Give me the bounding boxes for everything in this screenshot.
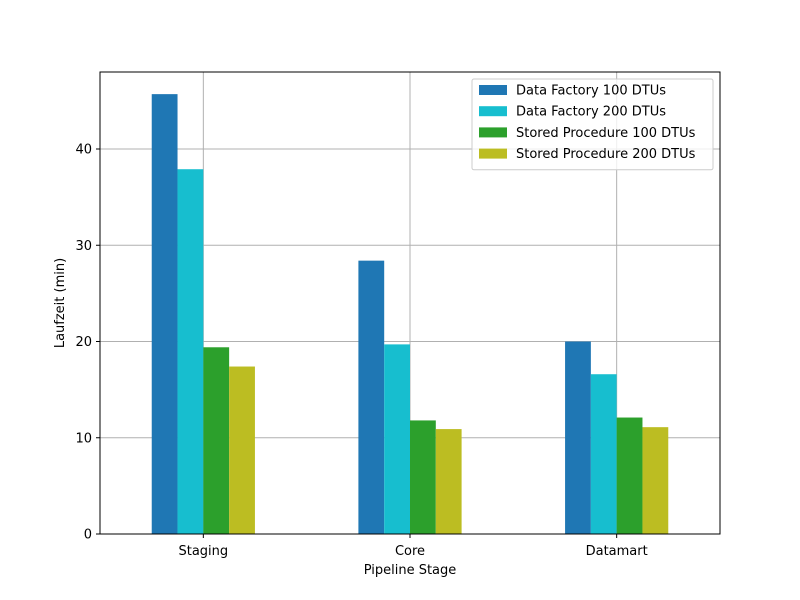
x-axis: Staging Core Datamart xyxy=(178,534,648,559)
y-tick-label: 0 xyxy=(84,528,92,543)
bar xyxy=(410,420,436,534)
legend-swatch xyxy=(479,106,507,117)
bar xyxy=(616,417,643,534)
legend-swatch xyxy=(479,85,507,95)
x-axis-label: Pipeline Stage xyxy=(364,563,457,578)
legend-label: Data Factory 200 DTUs xyxy=(516,105,666,120)
y-tick-label: 10 xyxy=(75,431,92,446)
bar xyxy=(565,341,591,534)
legend: Data Factory 100 DTUs Data Factory 200 DT… xyxy=(471,78,714,171)
legend-swatch xyxy=(479,148,507,159)
bar xyxy=(435,429,462,534)
x-tick-label: Staging xyxy=(178,544,228,559)
bar xyxy=(384,344,410,534)
bar xyxy=(151,94,178,534)
y-tick-label: 40 xyxy=(75,143,92,158)
legend-label: Stored Procedure 100 DTUs xyxy=(516,126,696,141)
legend-box xyxy=(471,78,714,171)
bar xyxy=(590,374,617,534)
y-axis-label: Laufzeit (min) xyxy=(53,258,68,348)
bar xyxy=(203,347,230,534)
legend-label: Data Factory 100 DTUs xyxy=(516,84,666,99)
bar xyxy=(358,260,385,534)
y-tick-label: 20 xyxy=(75,335,92,350)
y-axis: 0 10 20 30 40 xyxy=(75,143,100,543)
x-tick-label: Datamart xyxy=(586,544,648,559)
legend-swatch xyxy=(479,127,507,138)
legend-label: Stored Procedure 200 DTUs xyxy=(516,147,696,162)
bar xyxy=(229,366,255,534)
x-tick-label: Core xyxy=(395,544,425,559)
y-tick-label: 30 xyxy=(75,239,92,254)
bar-series xyxy=(151,94,669,534)
bar xyxy=(177,169,204,534)
bar xyxy=(642,427,669,534)
